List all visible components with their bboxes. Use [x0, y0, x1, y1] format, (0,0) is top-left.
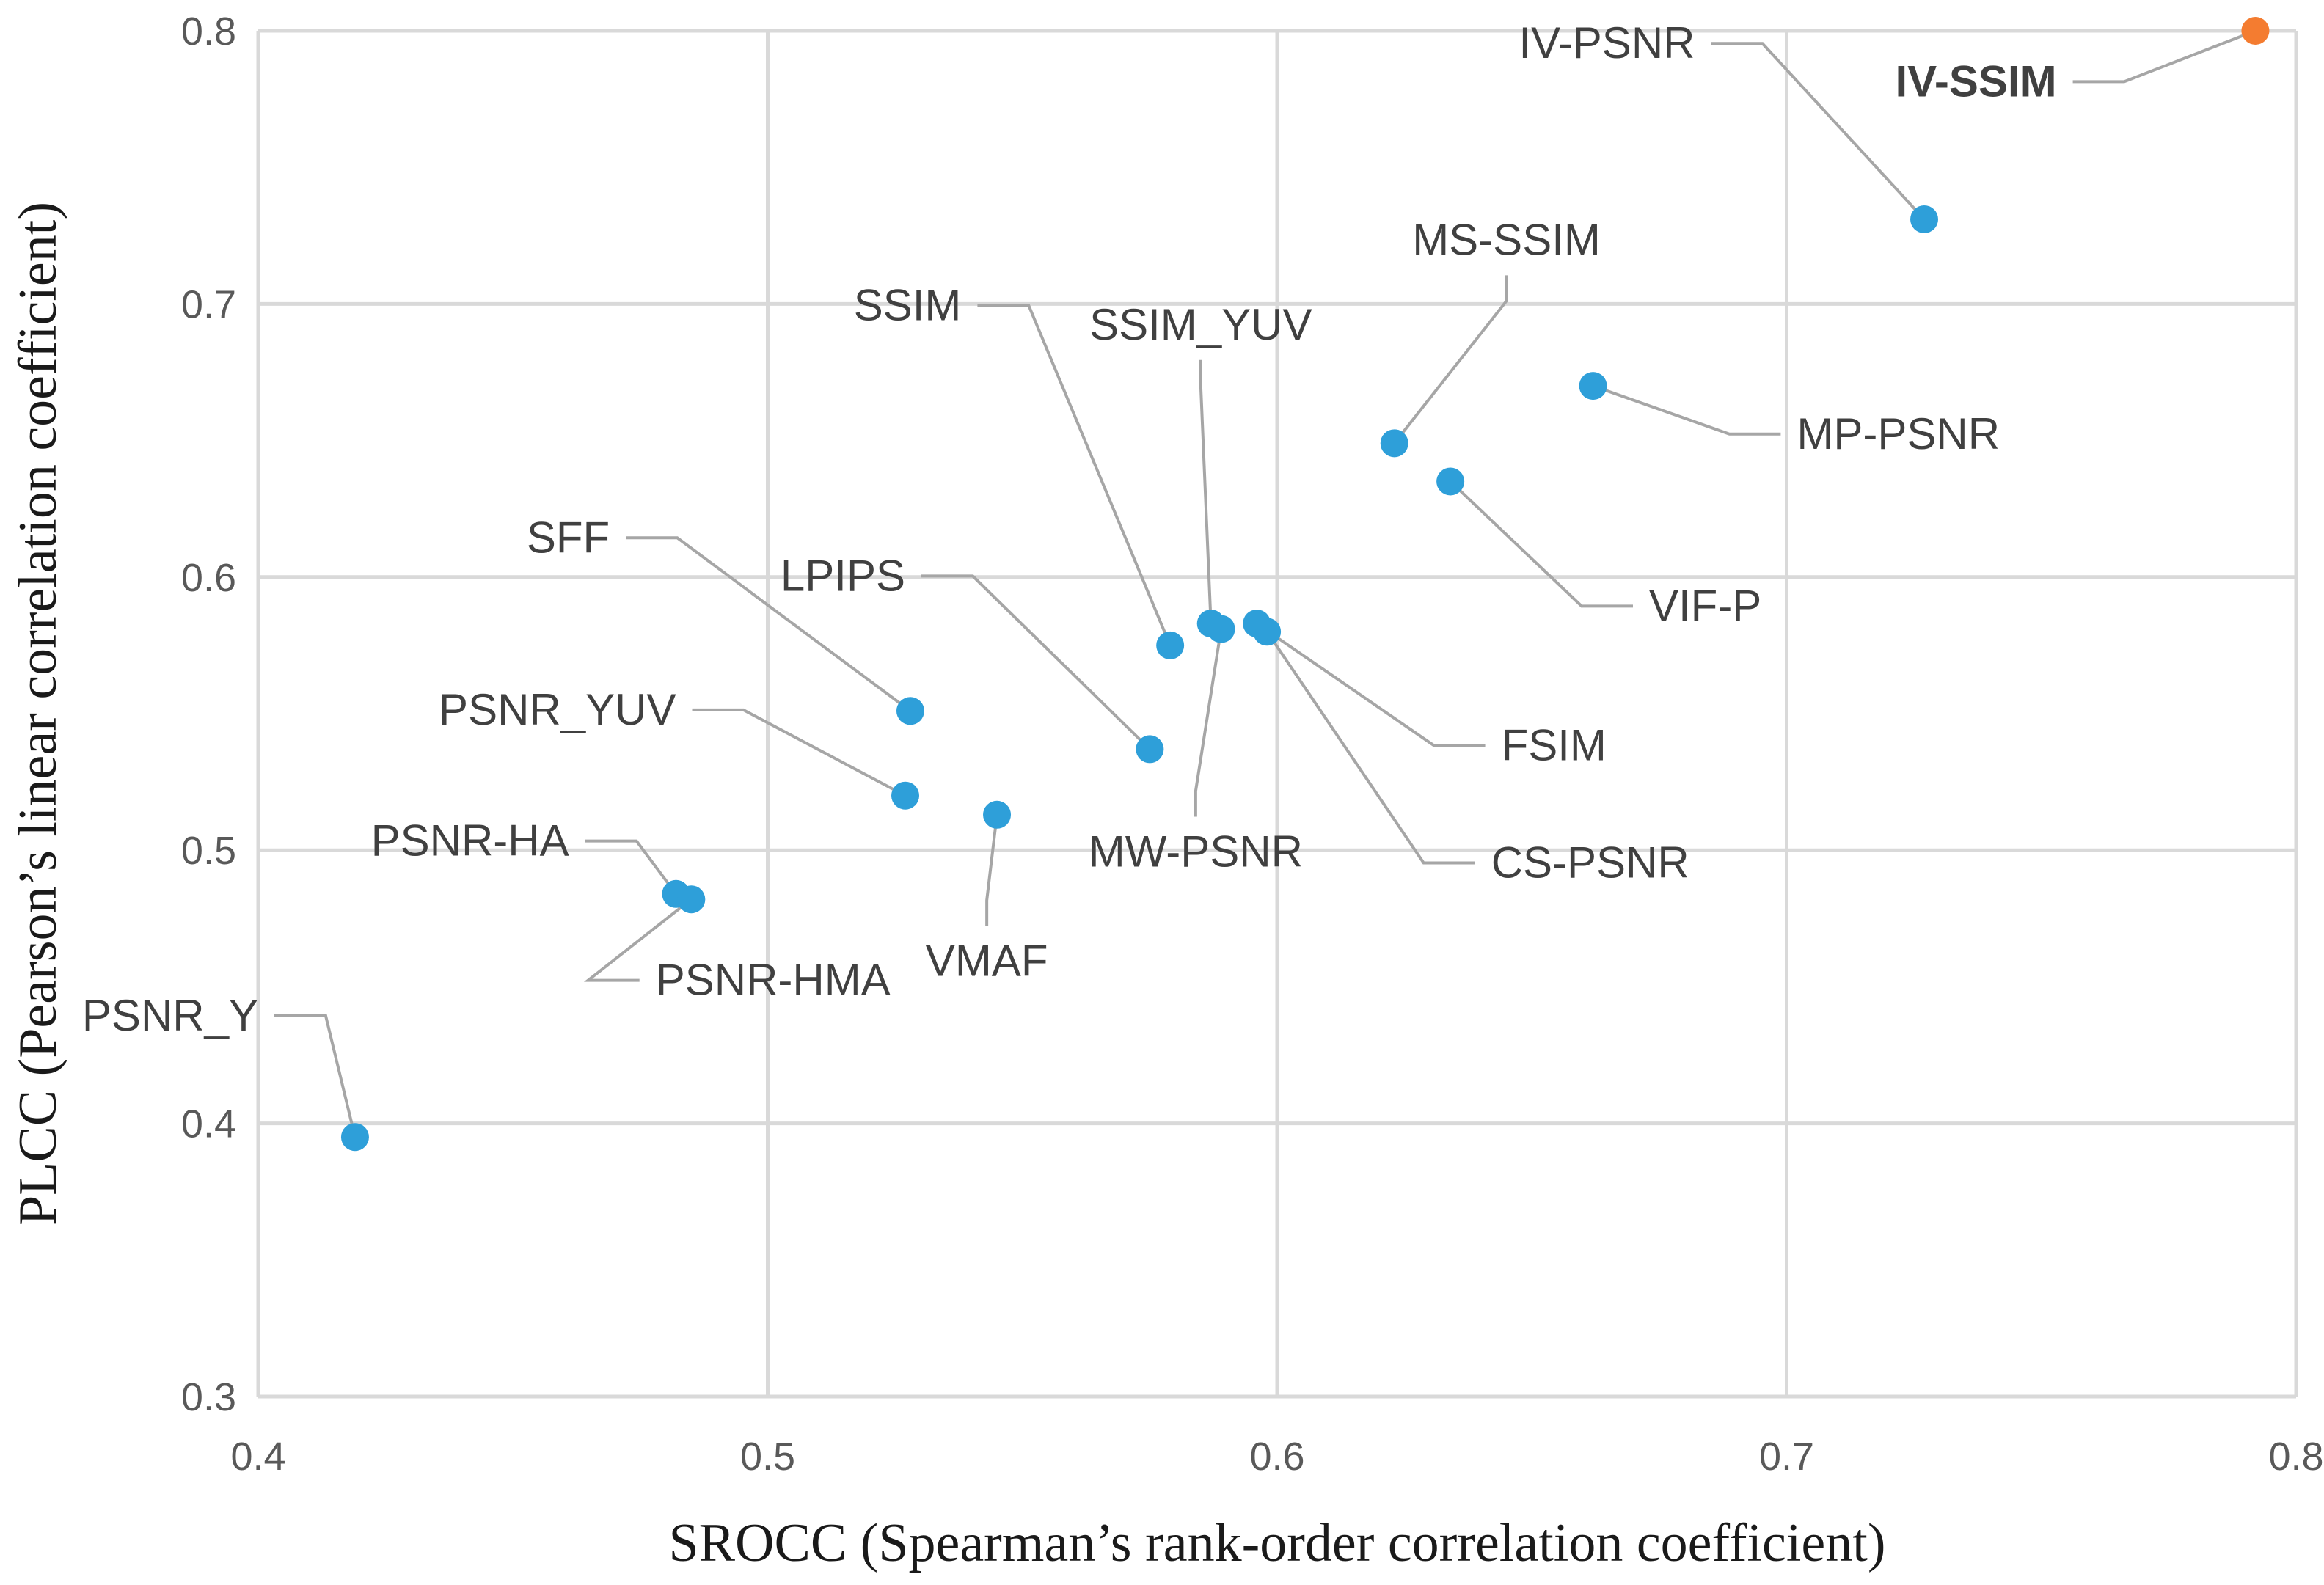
leader-line — [1194, 629, 1223, 817]
leader-line — [1393, 275, 1508, 444]
leader-line — [985, 814, 999, 926]
y-tick-label: 0.3 — [181, 1375, 236, 1419]
leader-line — [1256, 622, 1486, 747]
y-tick-label: 0.5 — [181, 829, 236, 873]
y-tick-label: 0.8 — [181, 10, 236, 54]
y-tick-label: 0.7 — [181, 282, 236, 326]
leader-line — [583, 898, 693, 982]
leader-line — [274, 1014, 357, 1138]
leader-line — [1592, 384, 1781, 436]
point-cs-psnr — [1253, 618, 1282, 646]
point-sff — [896, 697, 924, 725]
x-axis-title: SROCC (Spearman’s rank-order correlation… — [669, 1513, 1886, 1573]
point-label: PSNR-HMA — [656, 956, 891, 1005]
point-label: SSIM — [854, 281, 962, 330]
point-iv-psnr — [1910, 205, 1939, 233]
leader-line — [2072, 29, 2257, 84]
point-psnr-yuv — [891, 781, 920, 810]
point-mw-psnr — [1207, 615, 1235, 643]
point-label: FSIM — [1502, 720, 1607, 769]
x-tick-label: 0.6 — [1249, 1435, 1304, 1479]
point-vif-p — [1436, 467, 1465, 496]
leader-line — [1449, 480, 1633, 608]
point-label: IV-SSIM — [1896, 56, 2057, 106]
point-label: SFF — [527, 513, 610, 562]
point-iv-ssim — [2241, 17, 2270, 45]
point-label: CS-PSNR — [1491, 838, 1689, 887]
point-labels: PSNR_Y PSNR-HA PSNR-HMA PSNR_YUV SFF VMAF LPIP… — [82, 18, 2057, 1040]
point-label: PSNR-HA — [371, 816, 569, 865]
leader-line — [626, 536, 912, 712]
x-tick-label: 0.4 — [230, 1435, 285, 1479]
point-label: VMAF — [926, 937, 1048, 986]
x-tick-label: 0.8 — [2268, 1435, 2323, 1479]
point-label: LPIPS — [781, 551, 905, 600]
point-label: IV-PSNR — [1519, 18, 1695, 67]
x-tick-label: 0.7 — [1759, 1435, 1814, 1479]
gridlines — [256, 29, 2298, 1399]
point-label: MW-PSNR — [1089, 827, 1303, 876]
point-label: MP-PSNR — [1797, 409, 2000, 458]
point-label: PSNR_YUV — [439, 685, 676, 734]
tick-labels: 0.4 0.5 0.6 0.7 0.8 0.3 0.4 0.5 0.6 0.7 0.8 — [181, 10, 2324, 1479]
point-ms-ssim — [1380, 429, 1408, 458]
point-label: VIF-P — [1649, 581, 1761, 630]
point-psnr-y — [340, 1123, 369, 1152]
y-axis-title: PLCC (Pearson’s linear correlation coeff… — [8, 202, 68, 1226]
leader-lines — [274, 29, 2257, 1138]
point-psnr-hma — [677, 885, 706, 914]
leader-line — [692, 708, 906, 797]
leader-line — [1711, 42, 1926, 221]
point-ssim — [1156, 631, 1185, 659]
x-tick-label: 0.5 — [740, 1435, 795, 1479]
leader-line — [1199, 359, 1213, 624]
leader-line — [921, 574, 1151, 750]
point-lpips — [1136, 735, 1164, 764]
y-tick-label: 0.6 — [181, 556, 236, 600]
leader-line — [585, 839, 678, 895]
leader-line — [1265, 631, 1475, 865]
point-label: MS-SSIM — [1412, 215, 1601, 264]
point-label: SSIM_YUV — [1089, 300, 1312, 349]
point-vmaf — [983, 800, 1012, 829]
y-tick-label: 0.4 — [181, 1102, 236, 1146]
data-points — [340, 17, 2270, 1152]
leader-line — [977, 304, 1172, 646]
point-label: PSNR_Y — [82, 991, 258, 1040]
point-mp-psnr — [1579, 372, 1607, 400]
